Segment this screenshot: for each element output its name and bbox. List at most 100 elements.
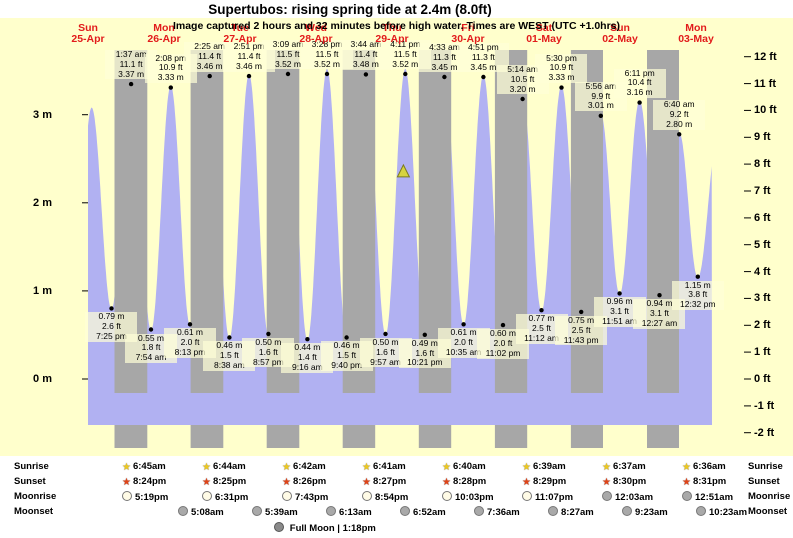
high-tide-dot xyxy=(442,74,447,80)
high-tide-height-m: 3.33 m xyxy=(157,72,184,83)
capture-note: Image captured 2 hours and 32 minutes be… xyxy=(172,20,621,32)
low-tide-dot xyxy=(187,322,193,327)
low-tide-height-m: 1.15 m xyxy=(684,279,711,290)
high-tide-height-ft: 11.4 ft xyxy=(198,50,222,61)
high-tide-height-ft: 11.3 ft xyxy=(471,51,495,62)
low-tide-time: 12:32 pm xyxy=(680,299,716,310)
low-tide-dot xyxy=(695,274,700,279)
low-tide-height-m: 0.61 m xyxy=(450,327,477,338)
day-name: Mon xyxy=(153,22,175,34)
y-axis-right-label: 6 ft xyxy=(754,211,771,224)
astro-row-label-right-moonrise: Moonrise xyxy=(748,491,791,502)
low-tide-height-m: 0.77 m xyxy=(528,313,555,324)
low-tide-height-ft: 2.0 ft xyxy=(493,337,513,348)
sunset-time: ★ 8:27pm xyxy=(362,476,407,488)
y-axis-left-label: 0 m xyxy=(33,373,52,385)
day-name: Mon xyxy=(685,22,707,34)
high-tide-time: 1:37 am xyxy=(115,49,147,60)
y-axis-right-label: 12 ft xyxy=(754,50,777,63)
moonset-icon xyxy=(178,506,188,516)
low-tide-time: 11:43 pm xyxy=(563,334,599,345)
day-date: 25-Apr xyxy=(71,33,105,45)
high-tide-height-ft: 10.5 ft xyxy=(510,73,535,84)
day-header: Thu 29-Apr xyxy=(354,23,430,45)
high-tide-height-ft: 11.1 ft xyxy=(119,58,143,69)
low-tide-height-m: 0.50 m xyxy=(255,336,282,347)
low-tide-dot xyxy=(109,306,114,311)
low-tide-height-ft: 3.1 ft xyxy=(610,306,630,317)
high-tide-time: 4:51 pm xyxy=(468,42,499,52)
moonset-icon xyxy=(548,506,558,516)
high-tide-time: 6:11 pm xyxy=(624,67,655,78)
high-tide-height-m: 3.48 m xyxy=(352,58,379,69)
day-name: Fri xyxy=(461,22,475,34)
low-tide-height-ft: 3.1 ft xyxy=(650,307,669,318)
sunrise-icon: ★ xyxy=(202,462,211,473)
moonrise-icon xyxy=(602,491,612,501)
moonrise-icon xyxy=(442,491,452,501)
sunrise-time: ★ 6:45am xyxy=(122,461,166,473)
moonset-time: 8:27am xyxy=(548,506,594,518)
night-band-base xyxy=(570,425,603,448)
y-axis-left-label: 3 m xyxy=(33,108,52,121)
sunrise-time: ★ 6:37am xyxy=(602,461,646,473)
sunset-time: ★ 8:29pm xyxy=(522,476,567,488)
day-date: 27-Apr xyxy=(223,33,257,45)
low-tide-height-m: 0.46 m xyxy=(216,340,243,351)
high-tide-height-ft: 10.9 ft xyxy=(549,62,574,73)
high-tide-time: 4:11 pm xyxy=(390,39,421,49)
y-axis-right-label: 10 ft xyxy=(754,104,777,117)
high-tide-height-ft: 10.9 ft xyxy=(158,62,183,73)
sunset-time: ★ 8:28pm xyxy=(442,476,487,488)
low-tide-height-ft: 2.5 ft xyxy=(532,322,551,333)
y-axis-right-label: 4 ft xyxy=(754,265,771,278)
moonset-time: 6:13am xyxy=(326,506,372,518)
high-tide-dot xyxy=(677,132,682,137)
full-moon-label: Full Moon | 1:18pm xyxy=(289,523,376,534)
high-tide-height-ft: 10.4 ft xyxy=(627,77,652,88)
sunrise-icon: ★ xyxy=(522,462,531,473)
low-tide-annotation: 0.94 m 3.1 ft 12:27 am xyxy=(633,298,686,329)
low-tide-height-m: 0.55 m xyxy=(138,332,165,343)
astro-row-label-right-moonset: Moonset xyxy=(748,506,788,517)
day-name: Thu xyxy=(382,22,402,34)
y-axis-right-label: 0 ft xyxy=(754,373,771,385)
high-tide-time: 2:08 pm xyxy=(155,52,187,63)
high-tide-height-m: 3.45 m xyxy=(470,61,497,72)
moonrise-time: 7:43pm xyxy=(282,491,328,503)
sunset-time: ★ 8:25pm xyxy=(202,476,247,488)
astro-row-label-left-moonrise: Moonrise xyxy=(14,491,57,502)
astro-row-label-left-moonset: Moonset xyxy=(14,506,54,517)
tide-curve-area xyxy=(88,68,712,426)
day-header: Fri 30-Apr xyxy=(430,23,506,45)
moonset-time: 5:08am xyxy=(178,506,224,518)
moonset-time: 5:39am xyxy=(252,506,298,518)
day-header: Mon 26-Apr xyxy=(126,23,202,45)
night-band xyxy=(342,50,376,393)
high-tide-dot xyxy=(598,113,603,119)
moonrise-time: 11:07pm xyxy=(522,491,573,503)
high-tide-time: 2:25 am xyxy=(194,41,226,52)
y-axis-right-label: 5 ft xyxy=(754,238,771,251)
night-band-base xyxy=(494,425,528,448)
high-tide-height-m: 3.45 m xyxy=(431,61,458,72)
low-tide-height-m: 0.44 m xyxy=(294,342,321,353)
moonset-icon xyxy=(400,506,410,516)
sunrise-icon: ★ xyxy=(602,462,611,473)
moonrise-icon xyxy=(522,491,532,501)
high-tide-dot xyxy=(285,71,291,77)
moonset-icon xyxy=(252,506,262,516)
low-tide-height-ft: 1.5 ft xyxy=(219,350,239,361)
sunset-time: ★ 8:31pm xyxy=(682,476,727,488)
high-tide-height-m: 3.46 m xyxy=(196,60,223,71)
full-moon-row: Full Moon | 1:18pm xyxy=(235,522,415,534)
high-tide-annotation: 6:40 am 9.2 ft 2.80 m xyxy=(653,99,706,130)
high-tide-height-ft: 9.2 ft xyxy=(669,109,689,120)
astro-row-label-right-sunrise: Sunrise xyxy=(748,461,783,472)
high-tide-dot xyxy=(324,71,330,77)
low-tide-time: 10:21 pm xyxy=(407,357,443,368)
low-tide-dot xyxy=(617,291,622,296)
day-date: 26-Apr xyxy=(147,33,181,45)
high-tide-height-ft: 11.4 ft xyxy=(354,49,378,60)
